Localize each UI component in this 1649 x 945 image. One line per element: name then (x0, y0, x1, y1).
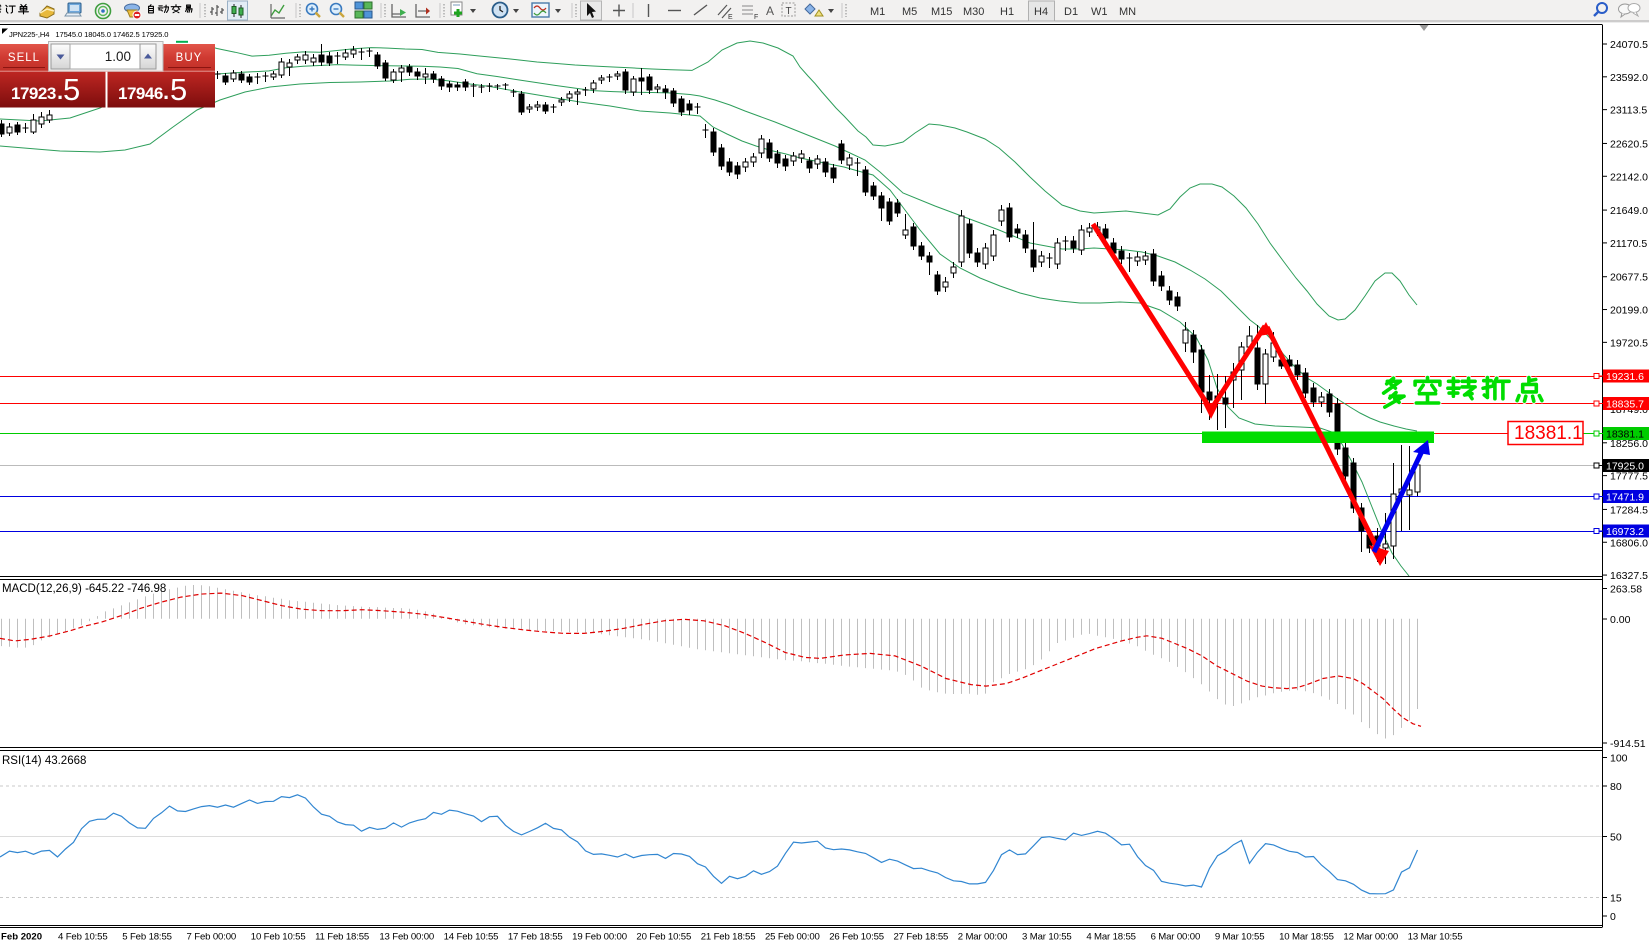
svg-text:14 Feb 10:55: 14 Feb 10:55 (444, 932, 499, 943)
svg-text:Feb 2020: Feb 2020 (1, 932, 42, 943)
svg-text:16973.2: 16973.2 (1606, 526, 1644, 538)
svg-text:5: 5 (63, 72, 80, 107)
svg-text:17471.9: 17471.9 (1606, 492, 1644, 504)
svg-text:4 Mar 18:55: 4 Mar 18:55 (1086, 932, 1136, 943)
svg-text:3 Mar 10:55: 3 Mar 10:55 (1022, 932, 1072, 943)
svg-text:19720.5: 19720.5 (1610, 337, 1648, 349)
svg-text:12 Mar 00:00: 12 Mar 00:00 (1343, 932, 1398, 943)
svg-text:JPN225-,H4 17545.0 18045.0 1: JPN225-,H4 17545.0 18045.0 17462.5 17925… (9, 30, 168, 39)
svg-text:27 Feb 18:55: 27 Feb 18:55 (894, 932, 949, 943)
svg-text:17946: 17946 (118, 84, 163, 103)
svg-text:M30: M30 (963, 6, 984, 18)
svg-text:SELL: SELL (8, 52, 40, 64)
svg-text:16806.0: 16806.0 (1610, 537, 1648, 549)
svg-text:21170.5: 21170.5 (1610, 238, 1647, 250)
svg-text:M15: M15 (931, 6, 952, 18)
svg-text:-914.51: -914.51 (1610, 738, 1646, 750)
svg-text:11 Feb 18:55: 11 Feb 18:55 (315, 932, 369, 943)
svg-text:13 Mar 10:55: 13 Mar 10:55 (1408, 932, 1463, 943)
svg-text:H1: H1 (1000, 6, 1014, 18)
svg-text:M1: M1 (870, 6, 885, 18)
svg-text:18256.0: 18256.0 (1610, 438, 1648, 450)
svg-text:17923: 17923 (11, 84, 56, 103)
svg-text:263.58: 263.58 (1610, 584, 1642, 596)
svg-text:T: T (786, 6, 792, 17)
svg-text:17284.5: 17284.5 (1610, 504, 1648, 516)
svg-text:W1: W1 (1091, 6, 1108, 18)
svg-text:H4: H4 (1034, 6, 1048, 18)
svg-text:7 Feb 00:00: 7 Feb 00:00 (187, 932, 237, 943)
svg-text:2 Mar 00:00: 2 Mar 00:00 (958, 932, 1008, 943)
svg-text:15: 15 (1610, 893, 1622, 905)
svg-text:F: F (754, 14, 758, 21)
svg-text:25 Feb 00:00: 25 Feb 00:00 (765, 932, 820, 943)
svg-text:18835.7: 18835.7 (1606, 399, 1644, 411)
svg-text:BUY: BUY (176, 52, 203, 64)
svg-text:D1: D1 (1064, 6, 1078, 18)
svg-text:26 Feb 10:55: 26 Feb 10:55 (829, 932, 884, 943)
svg-text:1.00: 1.00 (105, 49, 131, 64)
svg-text:20199.0: 20199.0 (1610, 305, 1648, 317)
svg-text:19231.6: 19231.6 (1606, 371, 1644, 383)
svg-text:16327.5: 16327.5 (1610, 570, 1648, 582)
svg-text:23592.0: 23592.0 (1610, 72, 1648, 84)
svg-text:17777.5: 17777.5 (1610, 471, 1648, 483)
svg-text:21 Feb 18:55: 21 Feb 18:55 (701, 932, 756, 943)
svg-text:80: 80 (1610, 781, 1622, 793)
svg-text:9 Mar 10:55: 9 Mar 10:55 (1215, 932, 1265, 943)
svg-text:23113.5: 23113.5 (1610, 105, 1647, 117)
svg-text:MACD(12,26,9) -645.22 -746.98: MACD(12,26,9) -645.22 -746.98 (2, 583, 166, 595)
svg-text:.: . (163, 79, 169, 104)
svg-text:17925.0: 17925.0 (1606, 461, 1644, 473)
svg-text:19 Feb 00:00: 19 Feb 00:00 (572, 932, 627, 943)
svg-text:20677.5: 20677.5 (1610, 272, 1648, 284)
svg-text:13 Feb 00:00: 13 Feb 00:00 (379, 932, 434, 943)
svg-text:22142.0: 22142.0 (1610, 171, 1648, 183)
svg-text:A: A (766, 4, 774, 18)
svg-text:5: 5 (170, 72, 187, 107)
svg-text:21649.0: 21649.0 (1610, 205, 1648, 217)
svg-text:5 Feb 18:55: 5 Feb 18:55 (122, 932, 172, 943)
svg-text:MN: MN (1119, 6, 1136, 18)
svg-text:RSI(14) 43.2668: RSI(14) 43.2668 (2, 755, 86, 767)
svg-text:.: . (57, 79, 63, 104)
svg-text:6 Mar 00:00: 6 Mar 00:00 (1151, 932, 1201, 943)
svg-text:E: E (728, 14, 733, 21)
svg-text:17 Feb 18:55: 17 Feb 18:55 (508, 932, 563, 943)
svg-text:24070.5: 24070.5 (1610, 39, 1648, 51)
svg-text:0: 0 (1610, 911, 1616, 923)
svg-text:0.00: 0.00 (1610, 614, 1631, 626)
svg-text:100: 100 (1610, 753, 1628, 765)
svg-text:10 Feb 10:55: 10 Feb 10:55 (251, 932, 306, 943)
svg-text:18381.1: 18381.1 (1514, 423, 1583, 444)
svg-text:M5: M5 (902, 6, 917, 18)
svg-text:50: 50 (1610, 832, 1622, 844)
svg-text:10 Mar 18:55: 10 Mar 18:55 (1279, 932, 1334, 943)
svg-text:18381.1: 18381.1 (1606, 429, 1644, 441)
svg-text:22620.5: 22620.5 (1610, 138, 1648, 150)
svg-text:4 Feb 10:55: 4 Feb 10:55 (58, 932, 108, 943)
svg-text:20 Feb 10:55: 20 Feb 10:55 (636, 932, 691, 943)
